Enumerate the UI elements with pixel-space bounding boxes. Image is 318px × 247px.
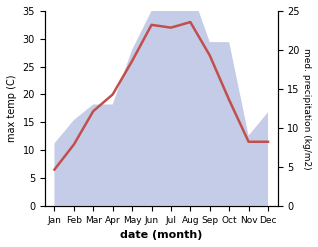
Y-axis label: max temp (C): max temp (C) — [7, 75, 17, 142]
Y-axis label: med. precipitation (kg/m2): med. precipitation (kg/m2) — [302, 48, 311, 169]
X-axis label: date (month): date (month) — [120, 230, 203, 240]
